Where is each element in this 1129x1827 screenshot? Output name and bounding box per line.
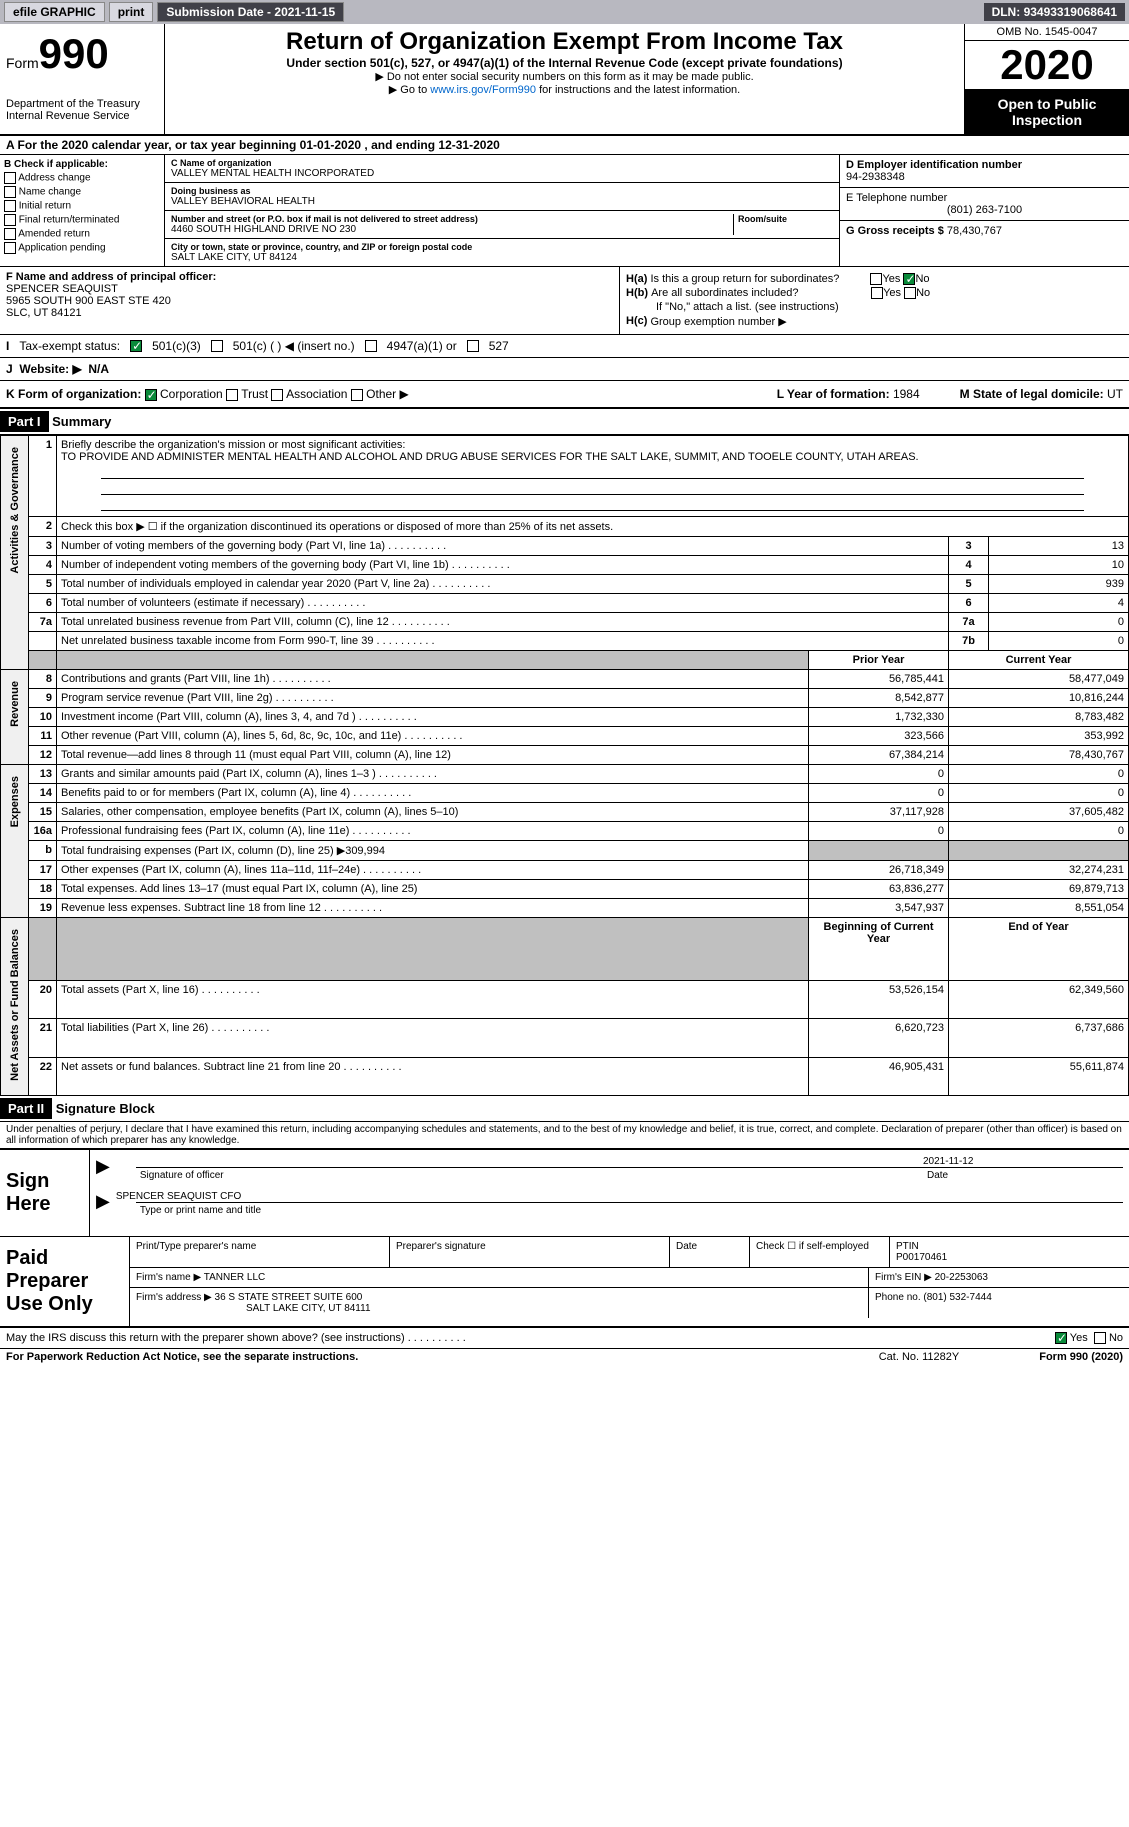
checkbox-discuss-no[interactable] [1094, 1332, 1106, 1344]
signature-block: Sign Here ▶ 2021-11-12 Signature of offi… [0, 1148, 1129, 1237]
section-f: F Name and address of principal officer:… [0, 267, 620, 334]
print-button[interactable]: print [109, 2, 154, 22]
checkbox-527[interactable] [467, 340, 479, 352]
form-subtitle: Under section 501(c), 527, or 4947(a)(1)… [173, 56, 956, 70]
line-i-tax-status: I Tax-exempt status: 501(c)(3) 501(c) ( … [0, 335, 1129, 358]
open-to-public: Open to Public Inspection [965, 90, 1129, 134]
line-j-website: J Website: ▶ N/A [0, 358, 1129, 381]
checkbox-discuss-yes[interactable] [1055, 1332, 1067, 1344]
tab-expenses: Expenses [9, 768, 21, 835]
tab-governance: Activities & Governance [9, 439, 21, 582]
section-h: H(a) Is this a group return for subordin… [620, 267, 1129, 334]
checkbox-501c[interactable] [211, 340, 223, 352]
summary-table: Activities & Governance 1 Briefly descri… [0, 435, 1129, 1096]
form-word: Form [6, 55, 39, 71]
page-footer: For Paperwork Reduction Act Notice, see … [0, 1349, 1129, 1365]
paid-preparer-block: Paid Preparer Use Only Print/Type prepar… [0, 1237, 1129, 1328]
tax-year: 2020 [965, 41, 1129, 90]
entity-block: B Check if applicable: Address change Na… [0, 155, 1129, 267]
checkbox-4947[interactable] [365, 340, 377, 352]
tax-period-line: A For the 2020 calendar year, or tax yea… [0, 136, 1129, 155]
form-title: Return of Organization Exempt From Incom… [173, 28, 956, 56]
checkbox-association[interactable] [271, 389, 283, 401]
part2-header: Part II Signature Block [0, 1096, 1129, 1122]
tab-net-assets: Net Assets or Fund Balances [9, 921, 21, 1089]
department-label: Department of the Treasury Internal Reve… [6, 98, 158, 122]
checkbox-other[interactable] [351, 389, 363, 401]
form-note2: ▶ Go to www.irs.gov/Form990 for instruct… [173, 83, 956, 96]
section-d: D Employer identification number94-29383… [839, 155, 1129, 266]
omb-number: OMB No. 1545-0047 [965, 24, 1129, 41]
discuss-line: May the IRS discuss this return with the… [0, 1328, 1129, 1349]
submission-date: Submission Date - 2021-11-15 [157, 2, 344, 22]
penalty-statement: Under penalties of perjury, I declare th… [0, 1122, 1129, 1148]
checkbox-corporation[interactable] [145, 389, 157, 401]
form-note1: ▶ Do not enter social security numbers o… [173, 70, 956, 83]
section-b: B Check if applicable: Address change Na… [0, 155, 165, 266]
line-k-org-form: K Form of organization: Corporation Trus… [0, 381, 1129, 409]
irs-link[interactable]: www.irs.gov/Form990 [430, 84, 536, 96]
efile-button[interactable]: efile GRAPHIC [4, 2, 105, 22]
form-number: 990 [39, 30, 109, 77]
form-header: Form990 Department of the Treasury Inter… [0, 24, 1129, 136]
section-c: C Name of organizationVALLEY MENTAL HEAL… [165, 155, 839, 266]
checkbox-501c3[interactable] [130, 340, 142, 352]
part1-header: Part I Summary [0, 409, 1129, 435]
officer-group-block: F Name and address of principal officer:… [0, 267, 1129, 335]
top-toolbar: efile GRAPHIC print Submission Date - 20… [0, 0, 1129, 24]
dln-label: DLN: 93493319068641 [984, 3, 1125, 21]
checkbox-trust[interactable] [226, 389, 238, 401]
tab-revenue: Revenue [9, 673, 21, 735]
